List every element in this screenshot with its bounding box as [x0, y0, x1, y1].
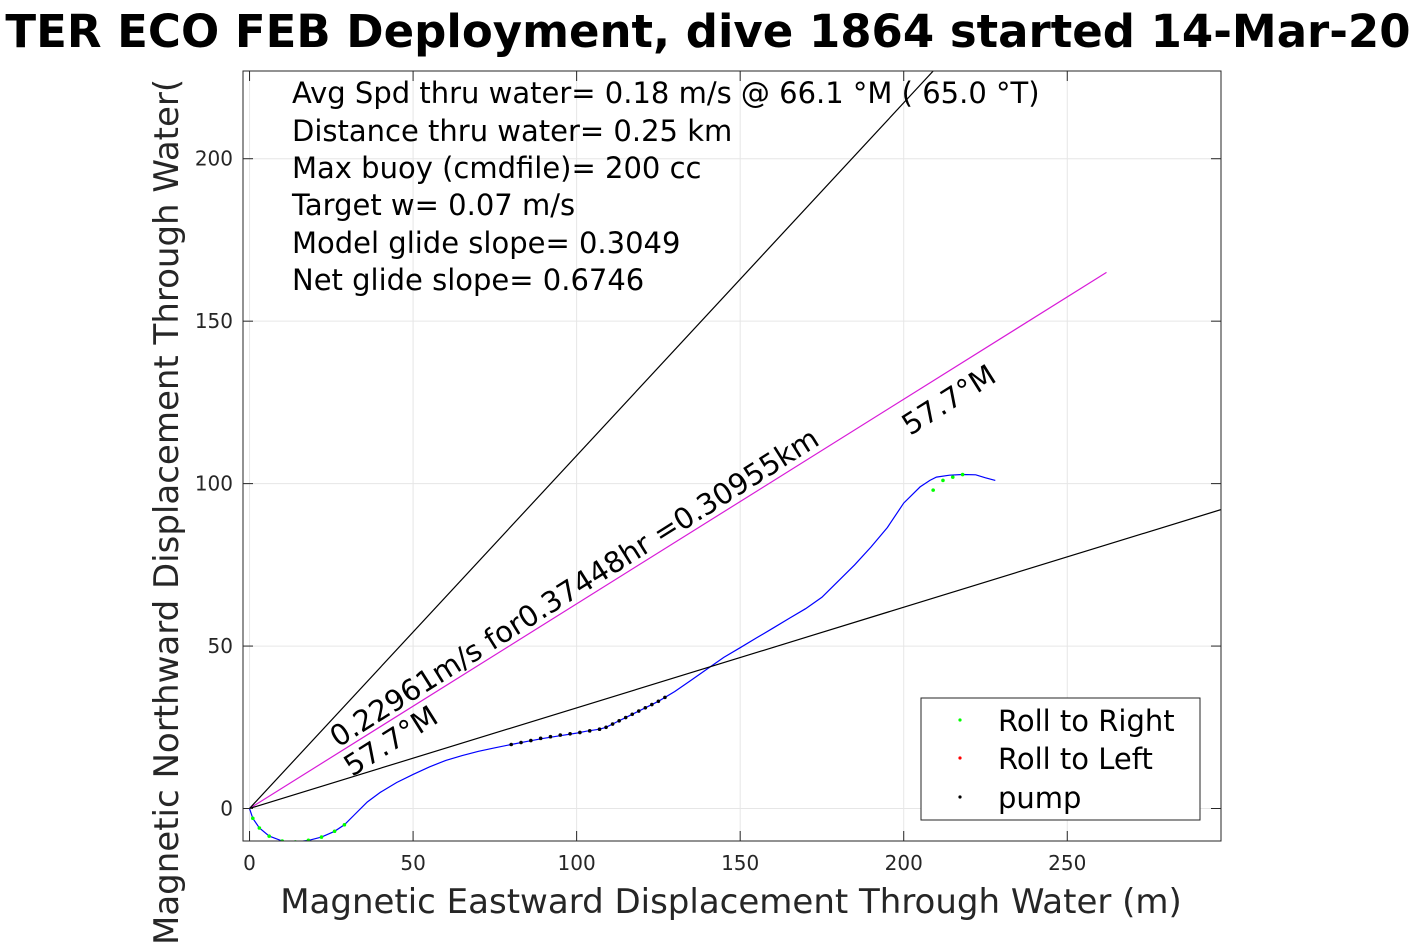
series-net-track-line — [249, 271, 1107, 810]
marker-pump — [538, 736, 543, 741]
legend: Roll to Right Roll to Left pump — [920, 697, 1201, 821]
y-tick-label: 100 — [195, 472, 233, 496]
marker-roll-right — [319, 835, 324, 839]
marker-pump — [578, 730, 582, 735]
y-tick-label: 150 — [195, 309, 233, 333]
series-reference-line-a — [249, 71, 934, 809]
legend-box — [920, 697, 1201, 821]
plot-content — [248, 71, 1221, 841]
marker-pump — [656, 699, 661, 704]
tick-marks — [243, 71, 1221, 841]
stat-line: Distance thru water= 0.25 km — [292, 114, 732, 148]
legend-marker-pump — [958, 795, 962, 799]
stat-line: Model glide slope= 0.3049 — [292, 226, 680, 260]
stat-line: Avg Spd thru water= 0.18 m/s @ 66.1 °M (… — [292, 76, 1040, 110]
y-axis-label: Magnetic Northward Displacement Through … — [147, 79, 187, 945]
marker-pump — [587, 729, 592, 733]
stat-line: Net glide slope= 0.6746 — [292, 263, 644, 297]
chart-title: TER ECO FEB Deployment, dive 1864 starte… — [5, 5, 1410, 58]
marker-pump — [617, 718, 621, 723]
marker-pump — [509, 742, 514, 747]
legend-label: Roll to Left — [998, 742, 1153, 776]
series-reference-line-b — [249, 509, 1221, 810]
marker-pump — [610, 722, 615, 726]
marker-pump — [650, 702, 654, 707]
marker-pump — [548, 734, 553, 739]
marker-roll-right — [332, 829, 337, 834]
x-tick-label: 250 — [1048, 851, 1086, 875]
y-tick-label: 200 — [195, 147, 233, 171]
tick-labels: 0 50 100 150 200 250 0 50 100 150 200 — [195, 147, 1087, 875]
legend-marker-roll-right — [958, 718, 962, 722]
marker-pump — [623, 715, 628, 720]
marker-roll-right — [950, 475, 955, 479]
marker-roll-right — [251, 816, 255, 821]
marker-roll-right — [267, 834, 271, 838]
legend-marker-roll-left — [958, 756, 962, 760]
marker-pump — [529, 738, 533, 743]
marker-roll-right — [257, 826, 262, 830]
marker-roll-right — [931, 488, 935, 492]
axes-box — [242, 70, 1222, 842]
marker-pump — [558, 733, 563, 737]
y-tick-label: 0 — [220, 797, 233, 821]
x-tick-label: 150 — [721, 851, 759, 875]
marker-pump — [597, 727, 602, 732]
marker-roll-right — [342, 822, 347, 827]
marker-pump — [568, 731, 572, 736]
x-tick-label: 200 — [885, 851, 923, 875]
x-tick-label: 100 — [558, 851, 596, 875]
stat-line: Target w= 0.07 m/s — [291, 188, 575, 222]
x-axis-label: Magnetic Eastward Displacement Through W… — [280, 882, 1182, 922]
legend-label: pump — [998, 781, 1081, 815]
x-tick-label: 0 — [243, 851, 256, 875]
stat-line: Max buoy (cmdfile)= 200 cc — [292, 151, 701, 185]
marker-pump — [643, 705, 648, 710]
marker-roll-right — [960, 472, 965, 477]
marker-pump — [663, 695, 667, 700]
marker-pump — [636, 709, 641, 713]
marker-roll-right — [306, 838, 311, 841]
legend-label: Roll to Right — [998, 704, 1175, 738]
stats-text-block: Avg Spd thru water= 0.18 m/s @ 66.1 °M (… — [291, 76, 1040, 297]
marker-pump — [519, 740, 523, 745]
marker-pump — [630, 712, 635, 717]
x-tick-label: 50 — [400, 851, 425, 875]
marker-roll-right — [941, 478, 945, 483]
y-tick-label: 50 — [208, 634, 233, 658]
marker-pump — [604, 725, 608, 730]
